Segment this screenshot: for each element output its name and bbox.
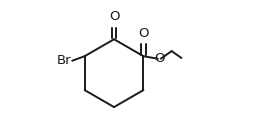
Text: O: O <box>109 10 119 23</box>
Text: O: O <box>154 52 165 65</box>
Text: Br: Br <box>57 54 72 67</box>
Text: O: O <box>138 27 149 40</box>
